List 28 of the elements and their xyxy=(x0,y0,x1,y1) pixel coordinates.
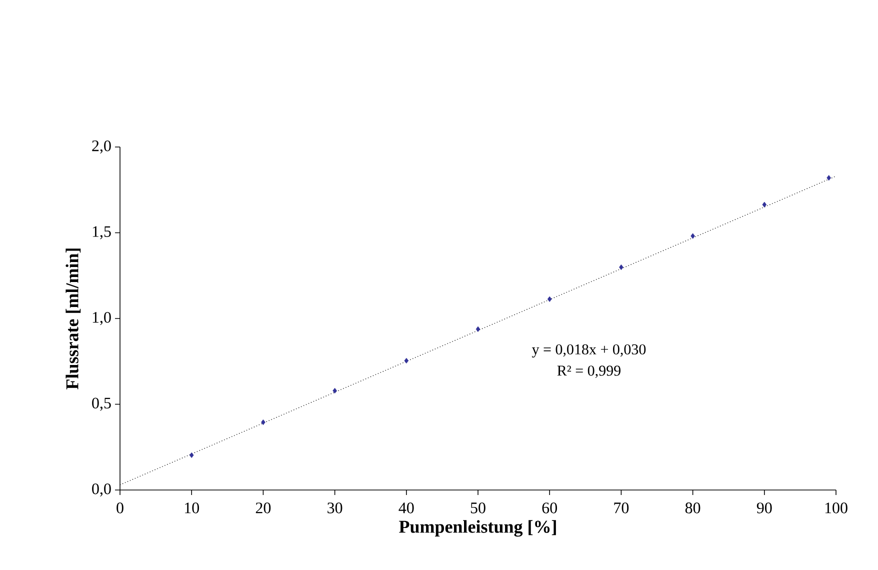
point xyxy=(332,388,337,394)
point xyxy=(826,175,831,181)
point xyxy=(404,358,409,364)
point xyxy=(762,202,767,208)
y-tick-label: 0,5 xyxy=(92,398,111,411)
x-tick-label: 0 xyxy=(116,502,124,514)
x-tick-label: 10 xyxy=(185,502,199,514)
point xyxy=(547,296,552,302)
x-tick-label: 50 xyxy=(470,502,486,514)
y-tick-label: 2,0 xyxy=(92,140,111,154)
x-tick-label: 40 xyxy=(398,502,414,514)
x-tick-label: 20 xyxy=(256,502,271,514)
y-tick-label: 1,0 xyxy=(92,312,111,326)
x-tick-label: 90 xyxy=(756,502,772,514)
point xyxy=(189,452,194,458)
point xyxy=(690,233,695,239)
point xyxy=(476,326,480,332)
x-axis-title: Pumpenleistung [%] xyxy=(399,520,556,537)
y-tick-label: 0,0 xyxy=(92,483,111,497)
x-tick-label: 60 xyxy=(542,502,557,514)
x-tick-label: 100 xyxy=(825,502,848,514)
x-tick-label: 30 xyxy=(328,502,342,514)
x-tick-label: 70 xyxy=(614,502,629,514)
annotation: y = 0,018x + 0,030 xyxy=(532,344,646,358)
y-axis-title: Flussrate [ml/min] xyxy=(66,248,81,390)
x-tick-label: 80 xyxy=(685,502,700,514)
annotation: R² = 0,999 xyxy=(557,366,620,378)
y-tick-label: 1,5 xyxy=(92,226,111,240)
